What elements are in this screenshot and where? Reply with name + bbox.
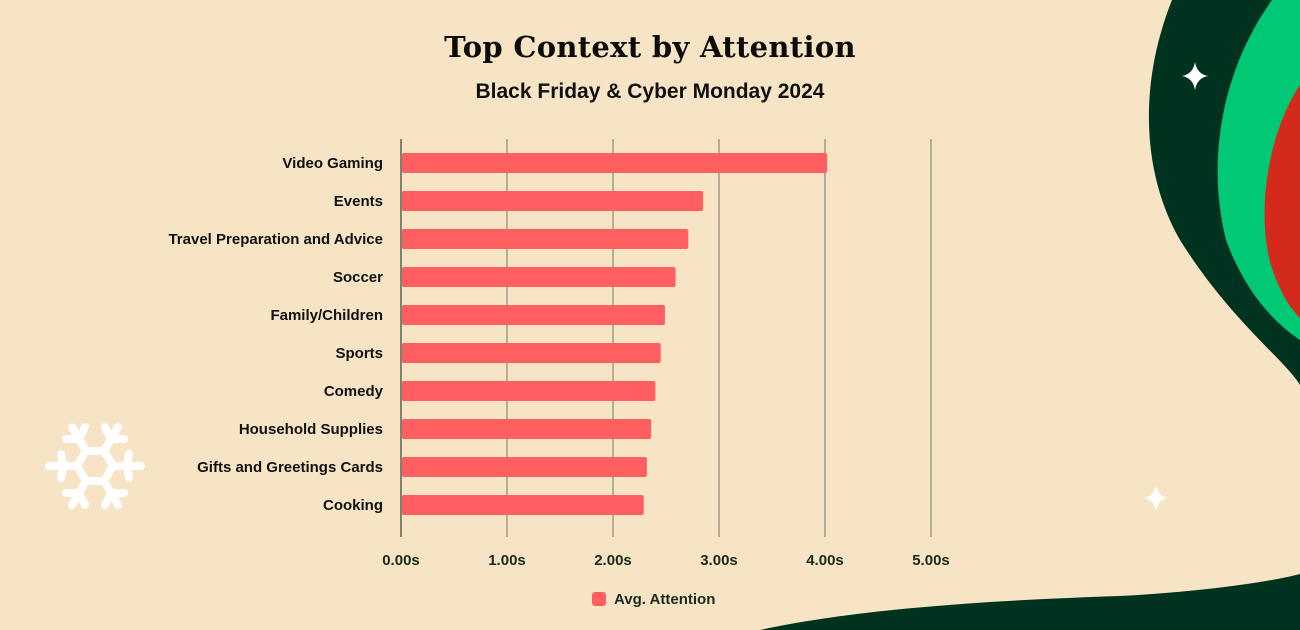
category-label: Sports xyxy=(335,345,383,362)
bar xyxy=(402,495,644,515)
legend-swatch xyxy=(592,592,606,606)
bar xyxy=(402,229,689,249)
bar xyxy=(402,343,661,363)
category-label: Household Supplies xyxy=(239,421,383,438)
wave-red xyxy=(1264,85,1300,318)
sparkle-icon xyxy=(1182,62,1208,90)
x-tick-label: 3.00s xyxy=(700,552,738,569)
bar xyxy=(402,267,676,287)
x-tick-label: 4.00s xyxy=(806,552,844,569)
legend-label: Avg. Attention xyxy=(614,590,716,608)
category-label: Travel Preparation and Advice xyxy=(168,231,383,248)
chart-subtitle: Black Friday & Cyber Monday 2024 xyxy=(475,80,825,103)
category-label: Soccer xyxy=(333,269,383,286)
bar xyxy=(402,457,647,477)
sparkle-icon xyxy=(1144,485,1168,511)
x-tick-label: 1.00s xyxy=(488,552,526,569)
snowflake-icon xyxy=(45,423,145,509)
category-label: Gifts and Greetings Cards xyxy=(197,459,383,476)
bar xyxy=(402,305,665,325)
chart-title: Top Context by Attention xyxy=(444,30,856,64)
bar xyxy=(402,191,704,211)
bar xyxy=(402,153,828,173)
x-tick-label: 0.00s xyxy=(382,552,420,569)
x-tick-label: 2.00s xyxy=(594,552,632,569)
legend: Avg. Attention xyxy=(592,589,715,609)
category-label: Video Gaming xyxy=(282,155,383,172)
category-label: Cooking xyxy=(323,497,383,514)
x-tick-label: 5.00s xyxy=(912,552,950,569)
category-label: Events xyxy=(334,193,383,210)
bar xyxy=(402,381,656,401)
category-label: Family/Children xyxy=(270,307,383,324)
category-label: Comedy xyxy=(324,383,384,400)
wave-bottom-dark-green xyxy=(760,574,1300,630)
bar xyxy=(402,419,652,439)
